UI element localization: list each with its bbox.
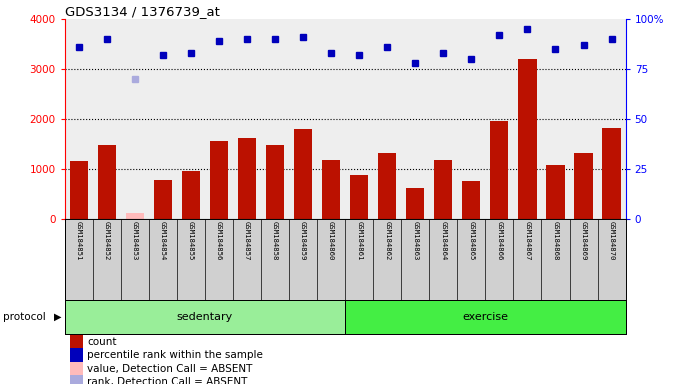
Text: GSM184859: GSM184859	[300, 221, 306, 261]
Bar	[65, 300, 345, 334]
Text: GSM184866: GSM184866	[496, 221, 503, 261]
Text: GSM184865: GSM184865	[469, 221, 475, 261]
Text: ▶: ▶	[54, 312, 61, 322]
Text: count: count	[87, 336, 116, 347]
Bar	[345, 300, 626, 334]
Bar	[602, 128, 621, 219]
Bar	[434, 160, 452, 219]
Bar	[70, 362, 82, 376]
Bar	[69, 162, 88, 219]
Text: GSM184856: GSM184856	[216, 221, 222, 261]
Bar	[126, 213, 144, 219]
Text: GSM184863: GSM184863	[412, 221, 418, 261]
Text: GSM184860: GSM184860	[328, 221, 334, 261]
Text: GSM184858: GSM184858	[272, 221, 278, 261]
Text: rank, Detection Call = ABSENT: rank, Detection Call = ABSENT	[87, 377, 248, 384]
Text: GSM184853: GSM184853	[132, 221, 138, 261]
Text: GSM184854: GSM184854	[160, 221, 166, 261]
Text: GSM184870: GSM184870	[609, 221, 615, 261]
Bar	[322, 160, 340, 219]
Bar	[97, 145, 116, 219]
Bar	[266, 146, 284, 219]
Text: sedentary: sedentary	[177, 312, 233, 322]
Text: GSM184864: GSM184864	[440, 221, 446, 261]
Text: exercise: exercise	[462, 312, 509, 322]
Bar	[546, 166, 564, 219]
Text: GSM184862: GSM184862	[384, 221, 390, 261]
Text: value, Detection Call = ABSENT: value, Detection Call = ABSENT	[87, 364, 252, 374]
Text: GSM184867: GSM184867	[524, 221, 530, 261]
Text: GSM184852: GSM184852	[103, 221, 109, 261]
Bar	[406, 188, 424, 219]
Text: GSM184868: GSM184868	[552, 221, 558, 261]
Text: GSM184869: GSM184869	[581, 221, 587, 261]
Bar	[350, 175, 369, 219]
Bar	[518, 59, 537, 219]
Text: GSM184851: GSM184851	[75, 221, 82, 261]
Bar	[154, 180, 172, 219]
Bar	[575, 153, 593, 219]
Text: GSM184861: GSM184861	[356, 221, 362, 261]
Bar	[182, 172, 200, 219]
Bar	[238, 138, 256, 219]
Bar	[70, 334, 82, 349]
Text: protocol: protocol	[3, 312, 46, 322]
Bar	[490, 121, 509, 219]
Bar	[209, 141, 228, 219]
Bar	[294, 129, 312, 219]
Text: GDS3134 / 1376739_at: GDS3134 / 1376739_at	[65, 5, 220, 18]
Text: GSM184857: GSM184857	[244, 221, 250, 261]
Bar	[378, 154, 396, 219]
Bar	[70, 375, 82, 384]
Text: percentile rank within the sample: percentile rank within the sample	[87, 350, 263, 360]
Bar	[70, 348, 82, 362]
Bar	[462, 182, 481, 219]
Text: GSM184855: GSM184855	[188, 221, 194, 261]
